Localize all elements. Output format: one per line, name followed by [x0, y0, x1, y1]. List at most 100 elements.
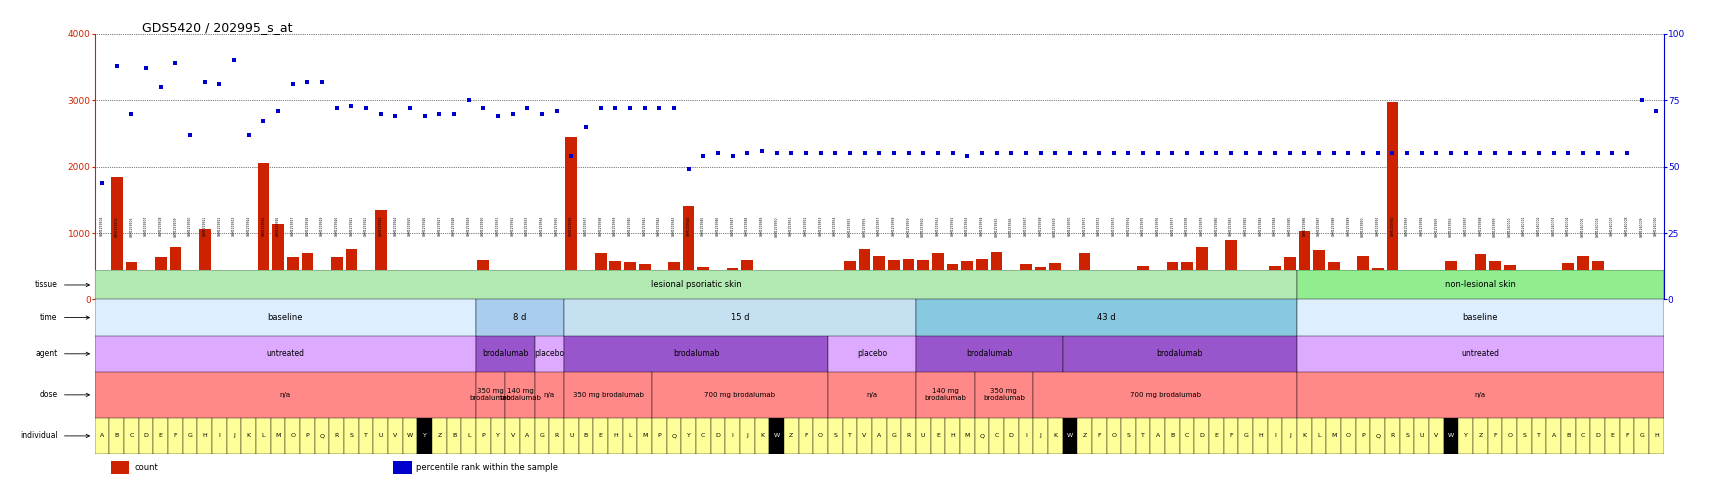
Bar [1166, 262, 1177, 299]
Text: C: C [994, 433, 998, 439]
Bar [198, 418, 212, 454]
Text: P: P [1361, 433, 1365, 439]
Point [1509, 150, 1537, 157]
Point [836, 150, 863, 157]
Text: W: W [407, 433, 414, 439]
Bar [1577, 256, 1589, 299]
Text: M: M [963, 433, 970, 439]
Bar [872, 418, 886, 454]
Point [1011, 150, 1039, 157]
Bar [1575, 418, 1589, 454]
Point [674, 165, 701, 173]
Text: C: C [1580, 433, 1583, 439]
Point [1597, 150, 1625, 157]
Point [191, 78, 219, 85]
Bar [799, 273, 812, 299]
Bar [505, 418, 520, 454]
Bar [682, 207, 694, 299]
Point [1613, 150, 1640, 157]
Text: GSM1259930: GSM1259930 [481, 216, 486, 236]
Point [910, 150, 937, 157]
Text: F: F [174, 433, 177, 439]
Bar [653, 270, 665, 299]
Text: A: A [1154, 433, 1160, 439]
Point [615, 104, 643, 112]
Text: GSM1260007: GSM1260007 [1609, 216, 1613, 236]
Bar [476, 299, 563, 336]
Bar [798, 418, 813, 454]
Text: GSM1259948: GSM1259948 [744, 216, 750, 236]
Bar [1268, 266, 1280, 299]
Text: R: R [1389, 433, 1394, 439]
Text: GSM1259957: GSM1259957 [877, 216, 880, 236]
Point [146, 83, 174, 91]
Bar [329, 418, 345, 454]
Bar [1501, 418, 1516, 454]
Bar [710, 418, 725, 454]
Text: GSM1259956: GSM1259956 [862, 216, 867, 237]
Bar [345, 249, 357, 299]
Bar [1633, 418, 1647, 454]
Text: V: V [510, 433, 515, 439]
Bar [681, 418, 696, 454]
Bar [991, 252, 1001, 299]
Bar [610, 261, 620, 299]
Bar [110, 418, 124, 454]
Point [498, 110, 526, 117]
Text: H: H [613, 433, 617, 439]
Text: GSM1259975: GSM1259975 [1141, 216, 1144, 236]
Point [1085, 150, 1113, 157]
Bar [1401, 275, 1413, 299]
Text: J: J [233, 433, 234, 439]
Bar [1137, 266, 1148, 299]
Bar [184, 291, 196, 299]
Bar [476, 372, 505, 418]
Text: V: V [393, 433, 398, 439]
Bar [856, 418, 872, 454]
Text: GSM1259911: GSM1259911 [203, 216, 207, 236]
Bar [829, 277, 841, 299]
Text: GSM1259970: GSM1259970 [1067, 216, 1072, 236]
Text: GSM1259977: GSM1259977 [1170, 216, 1173, 236]
Text: M: M [641, 433, 646, 439]
Bar [507, 274, 519, 299]
Point [1304, 150, 1332, 157]
Point [1041, 150, 1068, 157]
Text: GSM1259923: GSM1259923 [379, 216, 383, 236]
Text: baseline: baseline [267, 313, 303, 322]
Bar [1516, 418, 1530, 454]
Bar [153, 418, 169, 454]
Text: GSM1259946: GSM1259946 [715, 216, 720, 236]
Text: 350 mg brodalumab: 350 mg brodalumab [572, 392, 643, 398]
Text: V: V [862, 433, 867, 439]
Text: GSM1259955: GSM1259955 [848, 216, 851, 237]
Bar [374, 418, 388, 454]
Text: A: A [526, 433, 529, 439]
Point [1246, 150, 1273, 157]
Text: E: E [159, 433, 162, 439]
Point [1232, 150, 1260, 157]
Bar [1296, 270, 1663, 299]
Bar [1313, 250, 1325, 299]
Text: M: M [1330, 433, 1335, 439]
Text: P: P [481, 433, 484, 439]
Bar [358, 418, 374, 454]
Point [221, 57, 248, 64]
Bar [212, 418, 227, 454]
Point [1437, 150, 1465, 157]
Point [1583, 150, 1611, 157]
Bar [110, 461, 129, 474]
Text: GSM1259912: GSM1259912 [217, 216, 221, 236]
Bar [198, 229, 210, 299]
Text: GSM1259960: GSM1259960 [920, 216, 925, 237]
Bar [345, 418, 358, 454]
Point [820, 150, 848, 157]
Text: Y: Y [422, 433, 426, 439]
Bar [95, 299, 476, 336]
Bar [594, 253, 606, 299]
Point [513, 104, 541, 112]
Text: GSM1259997: GSM1259997 [1463, 216, 1466, 236]
Bar [1459, 273, 1471, 299]
Text: GSM1259916: GSM1259916 [276, 216, 279, 236]
Bar [827, 418, 843, 454]
